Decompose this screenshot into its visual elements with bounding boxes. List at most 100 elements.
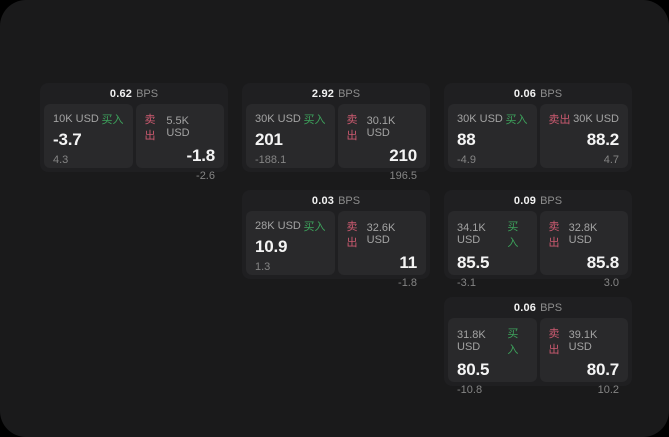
buy-panel[interactable]: 34.1K USD 买入 85.5 -3.1 xyxy=(448,211,537,289)
panels: 30K USD 买入 88 -4.9 卖出 30K USD 88.2 4.7 xyxy=(444,104,632,172)
bps-unit: BPS xyxy=(338,194,361,207)
quote-card-6: 0.06 BPS 31.8K USD 买入 80.5 -10.8 卖出 39.1… xyxy=(444,297,632,396)
buy-label: 买入 xyxy=(507,328,519,356)
buy-sub-value: 4.3 xyxy=(53,154,69,166)
sell-panel-top: 卖出 30.1K USD xyxy=(347,111,418,143)
buy-price: 88 xyxy=(457,130,476,149)
sell-sub-value: -1.8 xyxy=(398,277,417,289)
sell-panel-top: 卖出 30K USD xyxy=(549,111,620,127)
buy-panel-top: 31.8K USD 买入 xyxy=(457,325,528,357)
bps-value: 2.92 xyxy=(311,87,335,100)
panels: 31.8K USD 买入 80.5 -10.8 卖出 39.1K USD 80.… xyxy=(444,318,632,396)
card-header: 2.92 BPS xyxy=(242,83,430,104)
buy-amount: 31.8K USD xyxy=(457,329,486,353)
buy-amount: 30K USD xyxy=(457,113,503,125)
sell-sub-value: 10.2 xyxy=(597,384,619,396)
buy-price: 10.9 xyxy=(255,237,288,256)
card-header: 0.06 BPS xyxy=(444,297,632,318)
sell-panel[interactable]: 卖出 5.5K USD -1.8 -2.6 xyxy=(135,104,224,182)
sell-amount: 30K USD xyxy=(573,113,619,125)
buy-panel-top: 10K USD 买入 xyxy=(53,111,124,127)
sell-panel[interactable]: 卖出 30.1K USD 210 196.5 xyxy=(337,104,426,182)
sell-amount: 5.5K USD xyxy=(166,115,190,139)
card-header: 0.09 BPS xyxy=(444,190,632,211)
panels: 34.1K USD 买入 85.5 -3.1 卖出 32.8K USD 85.8… xyxy=(444,211,632,289)
card-header: 0.03 BPS xyxy=(242,190,430,211)
sell-panel-top: 卖出 5.5K USD xyxy=(145,111,216,143)
buy-sub-value: -10.8 xyxy=(457,384,483,396)
card-header: 0.62 BPS xyxy=(40,83,228,104)
bps-unit: BPS xyxy=(540,87,563,100)
sell-panel[interactable]: 卖出 32.8K USD 85.8 3.0 xyxy=(539,211,628,289)
bps-value: 0.09 xyxy=(513,194,537,207)
buy-sub-value: -4.9 xyxy=(457,154,476,166)
quote-card-1: 0.62 BPS 10K USD 买入 -3.7 4.3 卖出 5.5K USD… xyxy=(40,83,228,182)
sell-label: 卖出 xyxy=(346,221,358,249)
sell-label: 卖出 xyxy=(346,114,358,142)
sell-amount: 32.6K USD xyxy=(366,222,396,246)
sell-panel[interactable]: 卖出 32.6K USD 11 -1.8 xyxy=(337,211,426,289)
bps-value: 0.06 xyxy=(513,301,537,314)
bps-value: 0.06 xyxy=(513,87,537,100)
sell-label: 卖出 xyxy=(548,221,560,249)
panels: 30K USD 买入 201 -188.1 卖出 30.1K USD 210 1… xyxy=(242,104,430,182)
sell-panel[interactable]: 卖出 39.1K USD 80.7 10.2 xyxy=(539,318,628,396)
sell-sub-value: 4.7 xyxy=(603,154,619,166)
buy-amount: 28K USD xyxy=(255,220,301,232)
buy-panel[interactable]: 30K USD 买入 88 -4.9 xyxy=(448,104,537,168)
buy-sub-value: -3.1 xyxy=(457,277,476,289)
sell-price: 88.2 xyxy=(586,130,619,149)
sell-price: -1.8 xyxy=(186,146,216,165)
sell-sub-value: 196.5 xyxy=(389,170,417,182)
sell-panel-top: 卖出 32.6K USD xyxy=(347,218,418,250)
sell-label: 卖出 xyxy=(548,328,560,356)
buy-sub-value: -188.1 xyxy=(255,154,287,166)
sell-price: 85.8 xyxy=(586,253,619,272)
sell-panel-top: 卖出 32.8K USD xyxy=(549,218,620,250)
buy-amount: 34.1K USD xyxy=(457,222,486,246)
bps-unit: BPS xyxy=(338,87,361,100)
sell-price: 11 xyxy=(399,253,417,272)
buy-price: 85.5 xyxy=(457,253,490,272)
buy-price: 80.5 xyxy=(457,360,490,379)
buy-panel[interactable]: 28K USD 买入 10.9 1.3 xyxy=(246,211,335,275)
bps-value: 0.03 xyxy=(311,194,335,207)
buy-panel[interactable]: 30K USD 买入 201 -188.1 xyxy=(246,104,335,168)
buy-panel-top: 34.1K USD 买入 xyxy=(457,218,528,250)
bps-unit: BPS xyxy=(540,301,563,314)
buy-panel[interactable]: 10K USD 买入 -3.7 4.3 xyxy=(44,104,133,168)
sell-panel-top: 卖出 39.1K USD xyxy=(549,325,620,357)
quote-card-2: 2.92 BPS 30K USD 买入 201 -188.1 卖出 30.1K … xyxy=(242,83,430,182)
card-header: 0.06 BPS xyxy=(444,83,632,104)
buy-label: 买入 xyxy=(507,221,519,249)
buy-sub-value: 1.3 xyxy=(255,261,271,273)
sell-panel[interactable]: 卖出 30K USD 88.2 4.7 xyxy=(539,104,628,168)
sell-price: 210 xyxy=(389,146,417,165)
buy-label: 买入 xyxy=(505,114,528,126)
buy-label: 买入 xyxy=(303,114,326,126)
buy-label: 买入 xyxy=(303,221,326,233)
buy-amount: 10K USD xyxy=(53,113,99,125)
sell-label: 卖出 xyxy=(548,114,571,126)
bps-unit: BPS xyxy=(136,87,159,100)
buy-label: 买入 xyxy=(101,114,124,126)
quote-card-3: 0.06 BPS 30K USD 买入 88 -4.9 卖出 30K USD 8… xyxy=(444,83,632,172)
buy-panel[interactable]: 31.8K USD 买入 80.5 -10.8 xyxy=(448,318,537,396)
panels: 10K USD 买入 -3.7 4.3 卖出 5.5K USD -1.8 -2.… xyxy=(40,104,228,182)
sell-amount: 39.1K USD xyxy=(568,329,598,353)
buy-amount: 30K USD xyxy=(255,113,301,125)
buy-panel-top: 30K USD 买入 xyxy=(255,111,326,127)
bps-unit: BPS xyxy=(540,194,563,207)
sell-sub-value: 3.0 xyxy=(603,277,619,289)
quote-card-4: 0.03 BPS 28K USD 买入 10.9 1.3 卖出 32.6K US… xyxy=(242,190,430,289)
quote-card-5: 0.09 BPS 34.1K USD 买入 85.5 -3.1 卖出 32.8K… xyxy=(444,190,632,289)
buy-panel-top: 28K USD 买入 xyxy=(255,218,326,234)
buy-price: -3.7 xyxy=(53,130,82,149)
sell-amount: 30.1K USD xyxy=(366,115,396,139)
bps-value: 0.62 xyxy=(109,87,133,100)
sell-sub-value: -2.6 xyxy=(196,170,215,182)
panels: 28K USD 买入 10.9 1.3 卖出 32.6K USD 11 -1.8 xyxy=(242,211,430,289)
sell-amount: 32.8K USD xyxy=(568,222,598,246)
buy-price: 201 xyxy=(255,130,283,149)
